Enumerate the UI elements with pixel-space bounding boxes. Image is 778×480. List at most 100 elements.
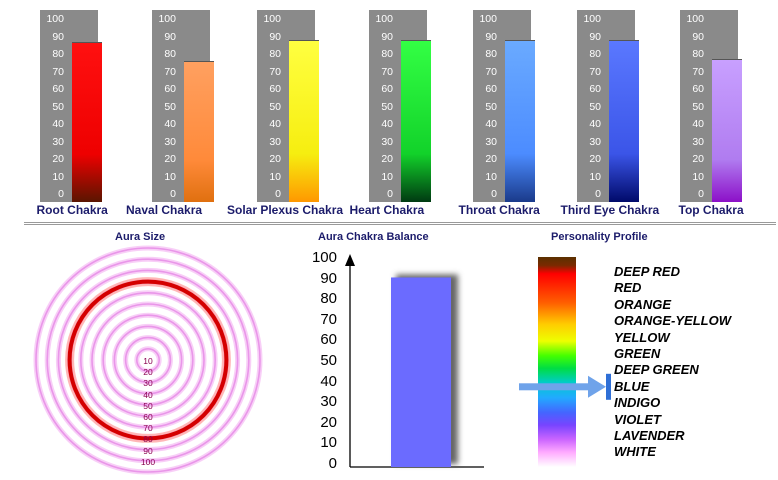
aura-ring-label: 60 bbox=[143, 412, 153, 422]
aura-ring-line bbox=[80, 291, 216, 428]
gauge-tick-label: 50 bbox=[381, 100, 393, 113]
gauge-tick-label: 90 bbox=[692, 30, 704, 43]
chakra-gauge: 100 90 80 70 60 50 40 30 20 10 0 bbox=[473, 10, 535, 202]
gauge-tick-label: 10 bbox=[381, 170, 393, 183]
gauge-bar bbox=[712, 60, 742, 202]
gauge-tick-label: 90 bbox=[269, 30, 281, 43]
gauge-tick-label: 10 bbox=[269, 170, 281, 183]
gauge-tick-label: 30 bbox=[164, 135, 176, 148]
gauge-tick-label: 50 bbox=[269, 100, 281, 113]
gauge-tick-label: 40 bbox=[164, 118, 176, 130]
balance-tick-label: 60 bbox=[320, 331, 337, 349]
gauge-tick-label: 80 bbox=[485, 48, 497, 60]
gauge-tick-label: 0 bbox=[275, 188, 281, 200]
gauge-tick-label: 70 bbox=[52, 65, 64, 78]
chakra-label: Root Chakra bbox=[36, 203, 108, 217]
aura-ring-line bbox=[35, 247, 261, 473]
gauge-tick-label: 50 bbox=[164, 100, 176, 113]
gauge-tick-label: 0 bbox=[58, 188, 64, 200]
marker-arrow-shaft bbox=[519, 383, 591, 391]
gauge-tick-label: 30 bbox=[589, 135, 601, 148]
gauge-tick-label: 10 bbox=[164, 170, 176, 183]
aura-ring-label: 70 bbox=[143, 423, 153, 434]
gauge-tick-label: 20 bbox=[485, 153, 497, 165]
gauge-tick-label: 50 bbox=[589, 100, 601, 113]
chakra-label: Top Chakra bbox=[678, 203, 744, 217]
gauge-tick-label: 70 bbox=[589, 65, 601, 78]
chakra-label: Heart Chakra bbox=[349, 203, 425, 217]
gauge-tick-label: 60 bbox=[269, 83, 281, 95]
gauge-tick-label: 20 bbox=[269, 153, 281, 165]
gauge-tick-label: 70 bbox=[692, 65, 704, 78]
gauge-tick-label: 10 bbox=[52, 170, 64, 183]
gauge-tick-label: 100 bbox=[158, 13, 176, 25]
gauge-tick-label: 10 bbox=[485, 170, 497, 183]
balance-tick-label: 40 bbox=[320, 372, 337, 390]
gauge-tick-label: 100 bbox=[686, 13, 704, 25]
chakra-label: Solar Plexus Chakra bbox=[227, 203, 344, 217]
aura-balance-title: Aura Chakra Balance bbox=[318, 231, 429, 243]
aura-ring-line bbox=[46, 258, 250, 462]
gauge-tick-label: 60 bbox=[589, 83, 601, 95]
balance-tick-label: 80 bbox=[320, 290, 337, 308]
gauge-tick-label: 20 bbox=[589, 153, 601, 165]
gauge-tick-label: 80 bbox=[164, 48, 176, 60]
personality-profile-title: Personality Profile bbox=[551, 231, 648, 243]
gauge-tick-label: 60 bbox=[52, 83, 64, 95]
gauge-tick-label: 70 bbox=[164, 65, 176, 78]
gauge-tick-label: 90 bbox=[589, 30, 601, 43]
balance-tick-label: 70 bbox=[320, 310, 337, 328]
gauge-tick-label: 20 bbox=[381, 153, 393, 165]
personality-label: DEEP RED bbox=[614, 264, 680, 279]
gauge-tick-label: 100 bbox=[375, 13, 393, 25]
aura-ring-label: 40 bbox=[143, 389, 153, 400]
aura-highlight-ring bbox=[67, 279, 229, 441]
balance-tick-label: 50 bbox=[320, 352, 337, 369]
gauge-tick-label: 0 bbox=[387, 188, 393, 200]
gauge-tick-label: 50 bbox=[692, 100, 704, 113]
gauge-tick-label: 70 bbox=[381, 65, 393, 78]
personality-label: GREEN bbox=[614, 346, 661, 361]
gauge-tick-label: 100 bbox=[46, 13, 64, 25]
chakra-gauge: 100 90 80 70 60 50 40 30 20 10 0 bbox=[369, 10, 431, 202]
gauge-tick-label: 40 bbox=[381, 118, 393, 130]
chakra-gauge: 100 90 80 70 60 50 40 30 20 10 0 bbox=[680, 10, 742, 202]
chakra-gauge: 100 90 80 70 60 50 40 30 20 10 0 bbox=[152, 10, 214, 202]
aura-ring-label: 90 bbox=[143, 445, 153, 456]
balance-tick-label: 90 bbox=[320, 269, 337, 287]
marker-arrow-head bbox=[588, 375, 606, 398]
aura-ring-line bbox=[57, 269, 239, 451]
gauge-tick-label: 60 bbox=[692, 83, 704, 95]
gauge-tick-label: 90 bbox=[381, 30, 393, 43]
gauge-tick-label: 100 bbox=[263, 13, 281, 25]
gauge-tick-label: 60 bbox=[485, 83, 497, 95]
gauge-tick-label: 60 bbox=[164, 83, 176, 95]
gauge-tick-label: 30 bbox=[269, 135, 281, 148]
gauge-tick-label: 100 bbox=[479, 13, 497, 25]
gauge-tick-label: 30 bbox=[381, 135, 393, 148]
gauge-tick-label: 10 bbox=[589, 170, 601, 183]
chakra-label: Third Eye Chakra bbox=[560, 203, 660, 217]
gauge-tick-label: 40 bbox=[52, 118, 64, 130]
gauge-tick-label: 100 bbox=[583, 13, 601, 25]
gauge-tick-label: 70 bbox=[485, 65, 497, 78]
gauge-tick-label: 20 bbox=[164, 153, 176, 165]
aura-ring-label: 50 bbox=[143, 400, 153, 411]
gauge-tick-label: 90 bbox=[52, 30, 64, 43]
aura-ring-label: 100 bbox=[140, 456, 156, 467]
spectrum-bar bbox=[538, 257, 576, 467]
gauge-tick-label: 90 bbox=[485, 30, 497, 43]
personality-label: RED bbox=[614, 280, 642, 296]
gauge-tick-label: 80 bbox=[52, 48, 64, 60]
chakra-gauge: 100 90 80 70 60 50 40 30 20 10 0 bbox=[577, 10, 639, 202]
aura-ring-line bbox=[136, 347, 161, 372]
gauge-tick-label: 50 bbox=[485, 100, 497, 113]
gauge-tick-label: 80 bbox=[589, 48, 601, 60]
aura-ring-line bbox=[124, 336, 172, 384]
gauge-bar bbox=[72, 42, 102, 202]
gauge-tick-label: 50 bbox=[52, 100, 64, 113]
balance-bar bbox=[391, 277, 451, 467]
personality-label: ORANGE bbox=[614, 296, 672, 312]
gauge-bar bbox=[505, 41, 535, 202]
